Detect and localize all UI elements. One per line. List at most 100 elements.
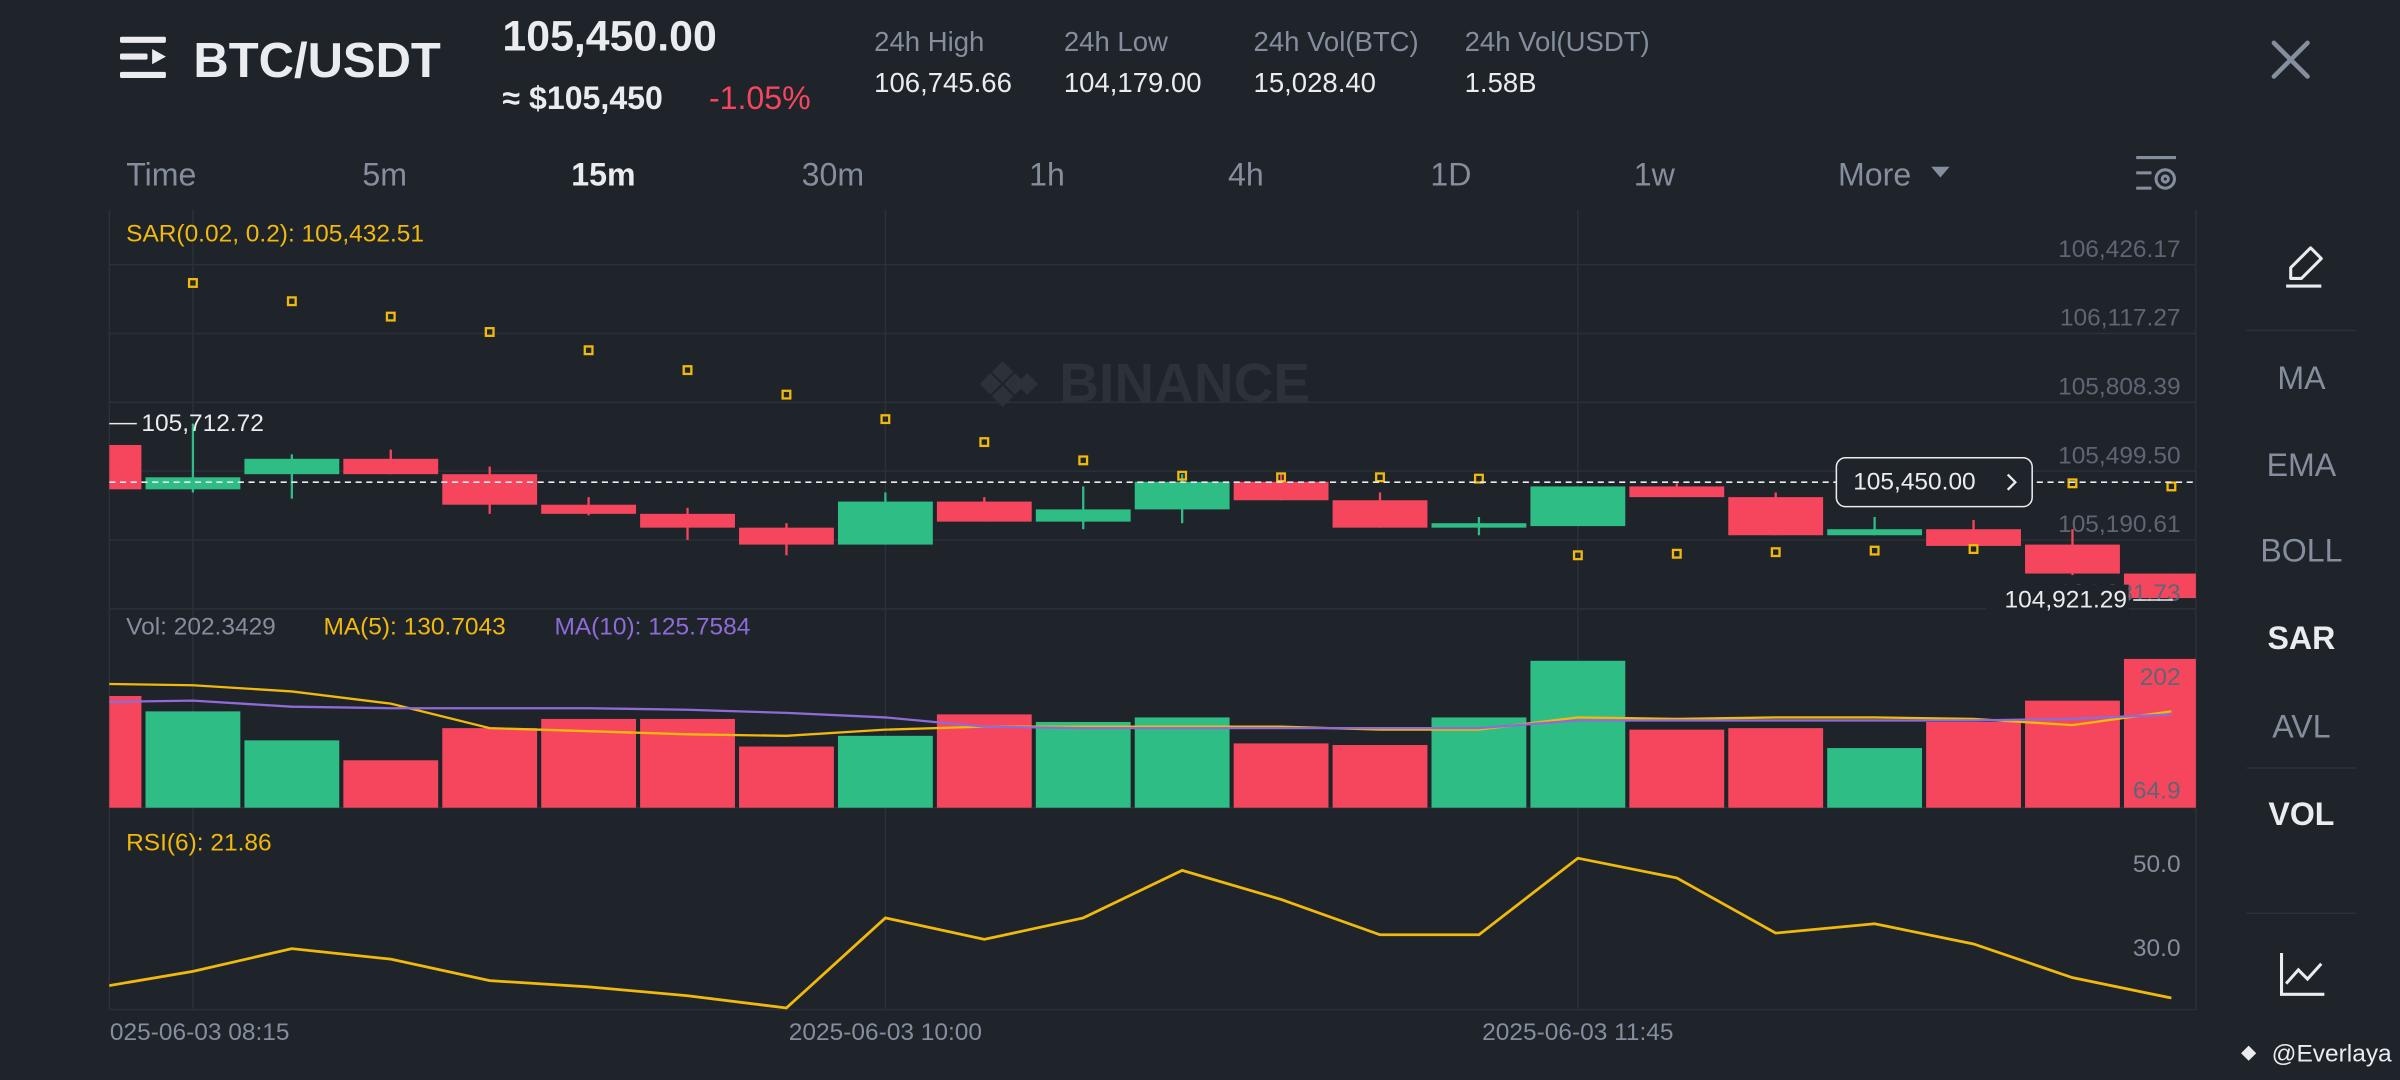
draw-tool[interactable] (2286, 246, 2323, 288)
current-price-label: 105,450.00 (1853, 469, 1975, 496)
watermark-logo (979, 360, 1038, 408)
candle-body (837, 501, 933, 545)
time-axis: 2025-06-03 08:15 2025-06-03 10:00 2025-06-… (96, 1019, 1673, 1046)
current-price-tag[interactable] (1835, 456, 2033, 508)
sar-dot (1968, 544, 1979, 555)
y-tick-label: 64.9 (2133, 777, 2181, 804)
indicator-item[interactable]: BOLL (2260, 533, 2342, 569)
volume-bar (1233, 743, 1329, 808)
candle-body (640, 513, 735, 528)
stat-value: 104,179.00 (1064, 67, 1202, 98)
stat-label: 24h Vol(BTC) (1254, 26, 1419, 57)
candle-body (343, 458, 439, 475)
candle-body (244, 458, 340, 475)
menu-button[interactable] (120, 36, 166, 79)
low-marker-bg (1986, 584, 2129, 616)
stat-label: 24h High (874, 26, 984, 57)
interval-tab[interactable]: 1h (1029, 156, 1065, 192)
volume-bar (145, 711, 241, 808)
sar-dot (682, 365, 693, 376)
candle-body (1332, 500, 1428, 528)
y-tick-label: 105,808.39 (2058, 374, 2180, 401)
current-price-chevron (2006, 473, 2017, 491)
menu-separators (2246, 329, 2357, 915)
indicator-settings[interactable] (2280, 953, 2325, 996)
volume-bar (2123, 658, 2196, 808)
x-tick-label: 2025-06-03 08:15 (96, 1019, 289, 1046)
last-price: 105,450.00 (502, 13, 716, 61)
volume-bar (1035, 721, 1131, 808)
x-tick-label: 2025-06-03 11:45 (1482, 1019, 1673, 1046)
sar-dot (781, 389, 792, 400)
more-caret (1931, 166, 1950, 178)
y-tick-label: 105,190.61 (2058, 511, 2180, 538)
candle-body (936, 501, 1032, 522)
rsi-line (109, 856, 2172, 1010)
candle-body (1728, 497, 1824, 536)
interval-tab[interactable]: 1w (1634, 156, 1676, 192)
overlay: 106,426.17 106,117.27 105,808.39 105,499.50… (109, 221, 2181, 962)
volume-bar (1530, 660, 1626, 808)
candle-body (739, 527, 834, 545)
interval-tabs: Time 5m 15m 30m 1h 4h 1D 1w More (126, 156, 1911, 192)
candle-body (1431, 523, 1527, 528)
pair-title[interactable]: BTC/USDT (193, 34, 440, 88)
close-button[interactable] (2271, 40, 2310, 79)
usd-price: ≈ $105,450 (502, 80, 662, 116)
indicator-item[interactable]: AVL (2272, 709, 2330, 745)
volume-bar (936, 714, 1032, 808)
y-tick-label: 30.0 (2133, 935, 2181, 962)
stat-value: 106,745.66 (874, 67, 1012, 98)
candle-body (541, 504, 637, 514)
indicator-item[interactable]: VOL (2268, 796, 2334, 832)
interval-tab[interactable]: 4h (1228, 156, 1264, 192)
sar-dot (1177, 470, 1188, 481)
interval-tab[interactable]: 5m (362, 156, 407, 192)
stat-value: 1.58B (1465, 67, 1537, 98)
sar-dot (484, 327, 495, 337)
sar-dot (1473, 473, 1484, 484)
chart-settings[interactable] (2136, 156, 2176, 190)
legend-entry: RSI(6): 21.86 (126, 829, 272, 856)
interval-tab[interactable]: 1D (1430, 156, 1471, 192)
sar-dot (1671, 548, 1682, 559)
indicator-item[interactable]: EMA (2267, 447, 2337, 483)
candle-body (1629, 486, 1725, 498)
sar-dot (286, 296, 297, 307)
sar-dot (1572, 550, 1583, 561)
plot-area (109, 277, 2196, 1010)
volume-bar (1728, 728, 1824, 808)
volume-bar (442, 728, 538, 808)
candle-body (2025, 544, 2120, 574)
candle-body (2123, 573, 2196, 599)
sar-dot (1078, 455, 1089, 466)
interval-tab[interactable]: Time (126, 156, 196, 192)
indicator-item[interactable]: MA (2277, 360, 2326, 396)
y-tick-label: 202 (2140, 664, 2181, 691)
sar-dot (583, 345, 594, 356)
interval-tab[interactable]: More (1838, 156, 1911, 192)
candle-body (1134, 481, 1230, 510)
indicator-item[interactable]: SAR (2268, 620, 2336, 656)
interval-tab[interactable]: 30m (802, 156, 864, 192)
candle-body (1233, 481, 1329, 501)
indicator-legend: SAR(0.02, 0.2): 105,432.51 (126, 221, 424, 248)
volume-bar (109, 695, 142, 808)
stat-label: 24h Low (1064, 26, 1168, 57)
interval-tab[interactable]: 15m (571, 156, 635, 192)
legend-entry: MA(5): 130.7043 (323, 614, 505, 641)
candle-body (1035, 509, 1131, 522)
x-tick-label: 2025-06-03 10:00 (789, 1019, 982, 1046)
y-tick-label: 105,499.50 (2058, 442, 2180, 469)
volume-bar (1332, 745, 1428, 808)
watermark: BINANCE (1059, 351, 1310, 413)
sar-dot (385, 311, 396, 322)
volume-bar (1926, 721, 2021, 808)
candle-body (442, 474, 538, 505)
stats: 24h High 106,745.66 24h Low 104,179.00 24h V… (874, 26, 1650, 98)
y-tick-label: 50.0 (2133, 851, 2181, 878)
y-tick-label: 106,117.27 (2060, 305, 2181, 332)
indicator-menu: MA EMA BOLL SAR AVL VOL (2260, 360, 2342, 832)
volume-bar (837, 735, 933, 808)
